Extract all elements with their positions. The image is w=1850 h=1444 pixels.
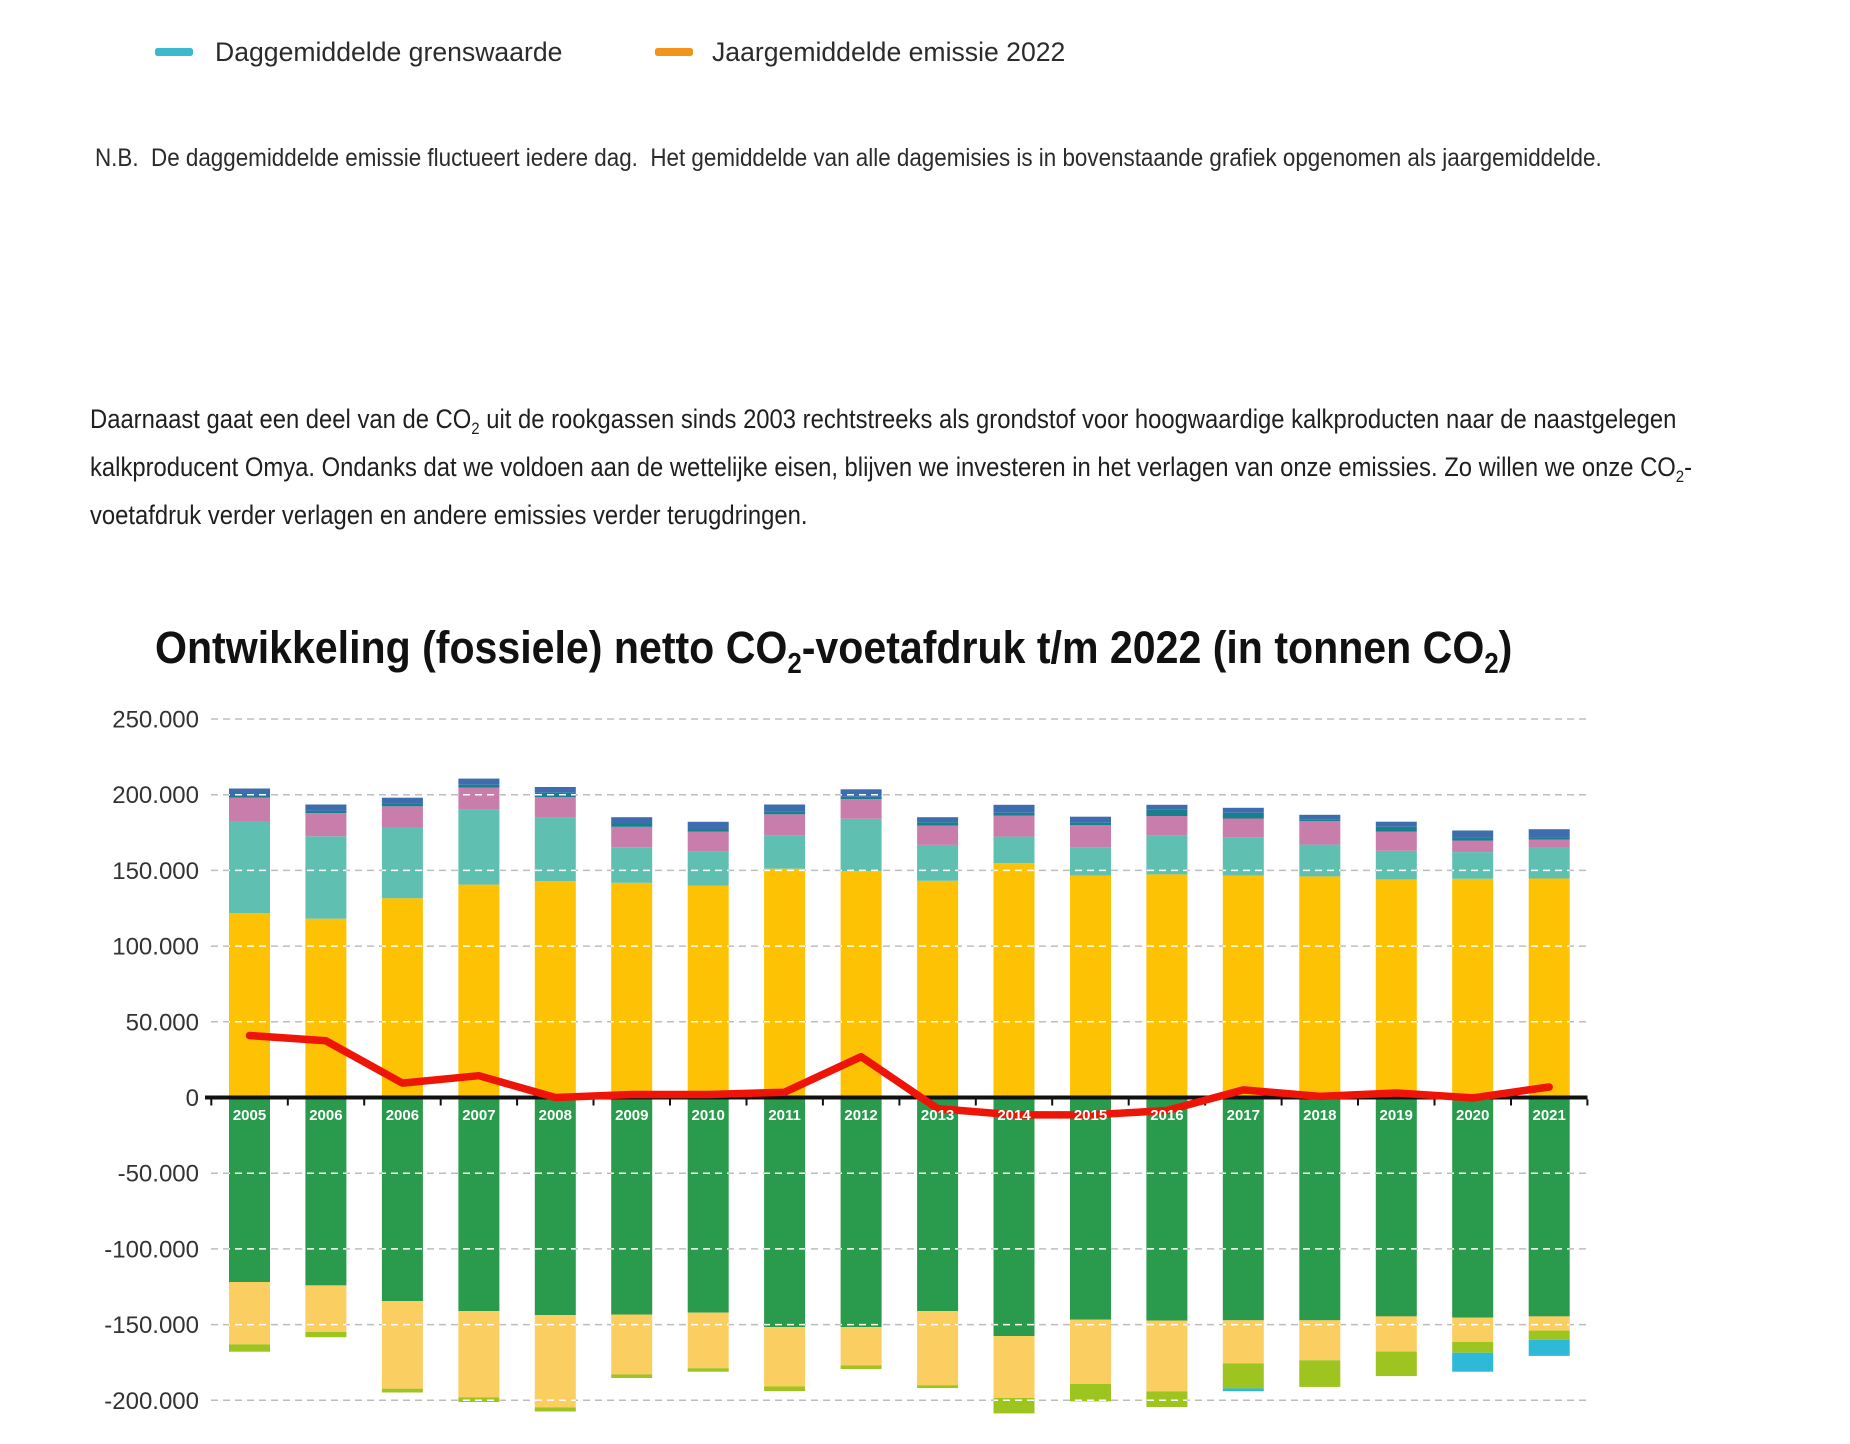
svg-text:2007: 2007 (462, 1107, 495, 1124)
svg-text:2021: 2021 (1533, 1107, 1566, 1124)
svg-text:2006: 2006 (309, 1107, 342, 1124)
svg-text:2015: 2015 (1074, 1107, 1107, 1124)
svg-text:2013: 2013 (921, 1107, 954, 1124)
svg-text:150.000: 150.000 (112, 858, 199, 885)
svg-text:2020: 2020 (1456, 1107, 1489, 1124)
svg-text:2006: 2006 (386, 1107, 419, 1124)
svg-text:0: 0 (186, 1085, 199, 1112)
svg-text:250.000: 250.000 (112, 707, 199, 734)
svg-text:2016: 2016 (1150, 1107, 1183, 1124)
svg-text:2008: 2008 (539, 1107, 572, 1124)
svg-text:-200.000: -200.000 (104, 1388, 199, 1415)
svg-text:2017: 2017 (1227, 1107, 1260, 1124)
svg-text:50.000: 50.000 (126, 1009, 199, 1036)
svg-text:2014: 2014 (997, 1107, 1031, 1124)
svg-text:-50.000: -50.000 (118, 1161, 199, 1188)
svg-text:-150.000: -150.000 (104, 1312, 199, 1339)
svg-text:2005: 2005 (233, 1107, 266, 1124)
svg-text:2010: 2010 (692, 1107, 725, 1124)
svg-text:2011: 2011 (768, 1107, 801, 1124)
svg-text:2018: 2018 (1303, 1107, 1336, 1124)
svg-text:2012: 2012 (844, 1107, 877, 1124)
svg-text:100.000: 100.000 (112, 934, 199, 961)
svg-text:2009: 2009 (615, 1107, 648, 1124)
svg-text:-100.000: -100.000 (104, 1236, 199, 1263)
svg-text:2019: 2019 (1380, 1107, 1413, 1124)
svg-text:200.000: 200.000 (112, 782, 199, 809)
